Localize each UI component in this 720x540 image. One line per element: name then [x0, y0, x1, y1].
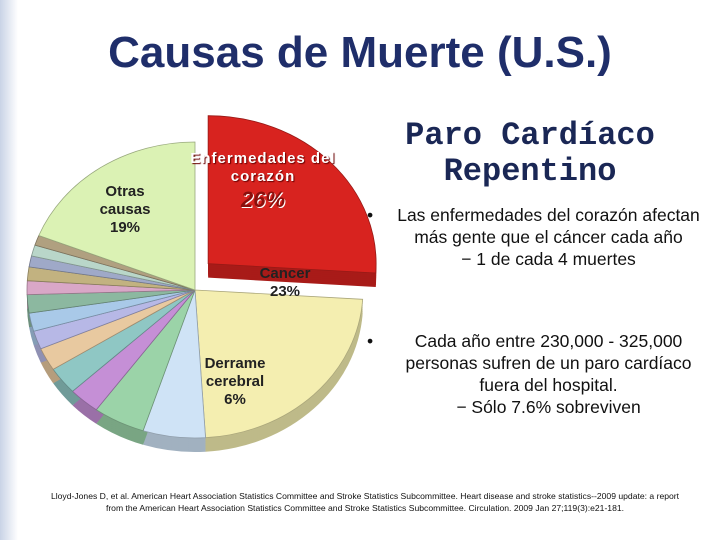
category-label: Cancer [259, 265, 311, 282]
slice-label: Otras causas 19% [90, 183, 160, 237]
slide-title: Causas de Muerte (U.S.) [108, 28, 612, 77]
slice-label: Cancer 23% [245, 265, 325, 301]
value-label: 6% [224, 391, 246, 408]
slice-label: Derrame cerebral 6% [190, 355, 280, 409]
sub-bullet: − 1 de cada 4 muertes [461, 249, 636, 269]
category-label: Otras causas [99, 183, 151, 218]
value-label: 23% [269, 283, 301, 300]
sub-bullet-text: Sólo 7.6% sobreviven [471, 397, 641, 417]
slice [38, 141, 196, 291]
slice-label: Enfermedades del corazón 26% [188, 150, 338, 214]
bullet: • Las enfermedades del corazón afectan m… [367, 204, 712, 270]
sub-bullet: − Sólo 7.6% sobreviven [456, 397, 641, 417]
bullet-text: Cada año entre 230,000 - 325,000 persona… [405, 331, 692, 395]
bullet: • Cada año entre 230,000 - 325,000 perso… [367, 330, 712, 418]
bullet-dot: • [367, 331, 374, 351]
category-label: Enfermedades del corazón [190, 150, 336, 185]
slice [194, 289, 364, 439]
sub-bullet-text: 1 de cada 4 muertes [476, 249, 636, 269]
value-label: 26% [240, 187, 286, 212]
bullet-dot: • [367, 205, 374, 225]
slice [207, 115, 377, 274]
bullet-text: Las enfermedades del corazón afectan más… [397, 205, 700, 247]
citation: Lloyd-Jones D, et al. American Heart Ass… [50, 491, 680, 513]
category-label: Derrame cerebral [204, 355, 266, 390]
heading: Paro Cardíaco Repentino [405, 117, 655, 190]
value-label: 19% [109, 219, 141, 236]
